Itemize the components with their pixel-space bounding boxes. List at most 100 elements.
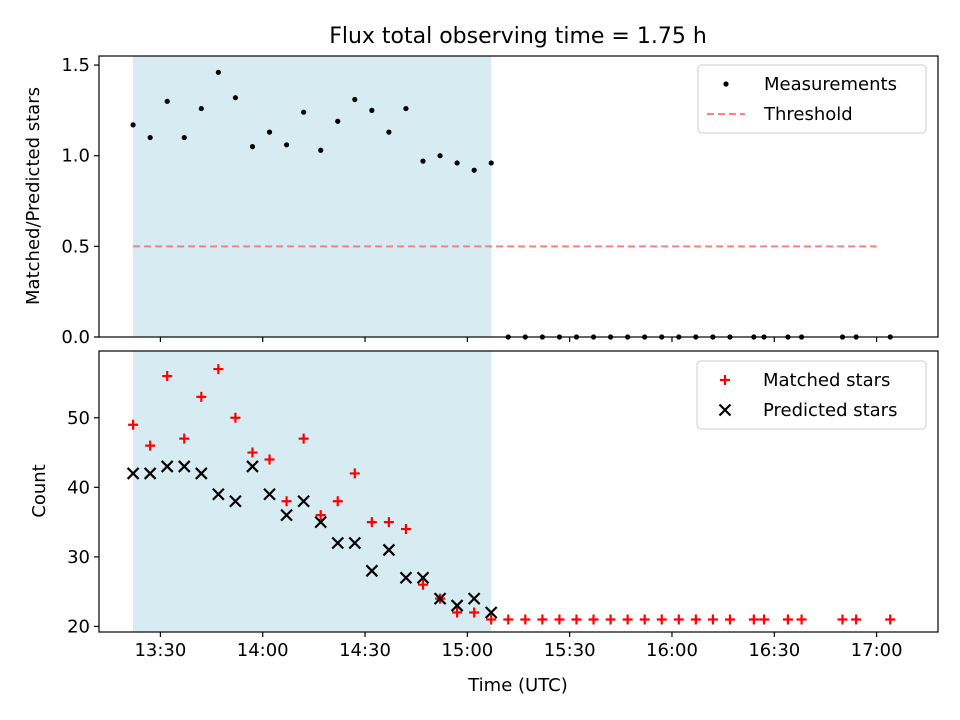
matched-stars-point [452, 607, 463, 618]
matched-stars-point [332, 496, 343, 507]
matched-stars-point [179, 433, 190, 444]
matched-stars-point [315, 510, 326, 521]
predicted-stars-point [348, 536, 362, 550]
matched-stars-point [486, 614, 497, 625]
matched-stars-point [759, 614, 770, 625]
x-tick-label: 14:30 [339, 640, 391, 661]
plot-frame [98, 350, 939, 633]
x-axis-label: Time (UTC) [467, 675, 568, 696]
x-tick-label: 16:00 [646, 640, 698, 661]
predicted-stars-point [280, 508, 293, 522]
predicted-stars-point [263, 488, 276, 501]
measurements-point [471, 167, 477, 173]
matched-stars-point [469, 607, 480, 618]
matched-stars-point [885, 614, 896, 625]
measurements-point [283, 142, 290, 148]
matched-stars-point [851, 614, 862, 625]
matched-stars-point [281, 496, 292, 507]
matched-stars-point [298, 433, 309, 444]
predicted-stars-point [416, 571, 430, 585]
predicted-stars-point [143, 467, 157, 480]
matched-stars-point [707, 614, 718, 625]
predicted-stars-point [467, 592, 481, 605]
y-tick-label: 40 [67, 477, 90, 498]
matched-stars-point [571, 614, 582, 625]
legend-measurements-label: Measurements [764, 74, 897, 95]
y-tick-label: 1.5 [61, 55, 90, 76]
matched-stars-point [605, 614, 616, 625]
matched-stars-point [520, 614, 531, 625]
observing-window-shade [133, 351, 492, 632]
measurements-point [147, 134, 153, 141]
measurements-point [369, 107, 375, 113]
x-tick-label: 15:30 [544, 640, 596, 661]
predicted-stars-point [484, 606, 498, 619]
y-tick-label: 1.0 [61, 146, 90, 167]
matched-stars-point [588, 614, 599, 625]
y-tick-label: 0.0 [61, 327, 90, 348]
predicted-stars-point [365, 564, 379, 578]
measurements-point [403, 105, 409, 112]
x-tick-label: 15:00 [441, 640, 493, 661]
plot-frame [98, 55, 939, 338]
chart-title: Flux total observing time = 1.75 h [329, 24, 707, 49]
observing-window-shade [133, 56, 492, 337]
measurements-point [386, 129, 392, 135]
x-tick-label: 17:00 [851, 640, 903, 661]
legend-measurements-swatch [723, 81, 729, 87]
predicted-stars-point [212, 488, 225, 501]
matched-stars-point [554, 614, 565, 625]
matched-stars-point [622, 614, 633, 625]
matched-stars-point [196, 391, 207, 402]
predicted-stars-point [314, 515, 327, 529]
measurements-point [130, 122, 136, 128]
predicted-stars-point [160, 460, 174, 473]
predicted-stars-point [399, 571, 413, 585]
measurements-point [249, 144, 256, 150]
measurements-point [266, 129, 273, 135]
predicted-stars-point [450, 599, 464, 612]
legend-box [697, 64, 927, 134]
matched-stars-point [796, 614, 807, 625]
matched-stars-point [162, 371, 173, 382]
x-tick-label: 13:30 [134, 640, 186, 661]
predicted-stars-point [331, 536, 345, 550]
matched-stars-point [247, 447, 258, 458]
matched-stars-point [145, 440, 156, 451]
y-tick-label: 0.5 [61, 236, 90, 257]
x-tick-label: 16:30 [748, 640, 800, 661]
matched-stars-point [503, 614, 514, 625]
matched-stars-point [418, 579, 429, 590]
matched-stars-point [724, 614, 735, 625]
matched-stars-point [264, 454, 275, 465]
matched-stars-point [673, 614, 684, 625]
predicted-stars-point [433, 592, 447, 605]
measurements-point [198, 105, 204, 112]
measurements-point [232, 95, 239, 101]
measurements-point [318, 147, 324, 153]
legend-threshold-label: Threshold [763, 104, 853, 125]
predicted-stars-point [297, 494, 310, 508]
bottom-panel: 13:30 14:00 14:30 15:00 15:30 16:00 16:30 17:00… [29, 350, 939, 661]
matched-stars-point [400, 524, 411, 535]
legend-matched-stars-label: Matched stars [763, 370, 890, 391]
predicted-stars-point [126, 467, 140, 480]
y-tick-label: 50 [67, 408, 90, 429]
predicted-stars-point [177, 460, 191, 473]
measurements-point [437, 153, 443, 159]
matched-stars-point [213, 364, 224, 375]
matched-stars-point [349, 468, 360, 479]
matched-stars-point [837, 614, 848, 625]
matched-stars-point [639, 614, 650, 625]
measurements-point [181, 134, 187, 141]
matched-stars-point [383, 517, 394, 528]
measurements-point [215, 69, 221, 75]
measurements-point [352, 96, 358, 103]
measurements-point [454, 160, 460, 166]
predicted-stars-point [382, 543, 396, 557]
top-panel-ylabel: Matched/Predicted stars [23, 87, 44, 305]
matched-stars-point [366, 517, 377, 528]
top-panel: 0.0 0.5 1.0 1.5 Matched/Predicted stars Mea… [23, 55, 939, 348]
